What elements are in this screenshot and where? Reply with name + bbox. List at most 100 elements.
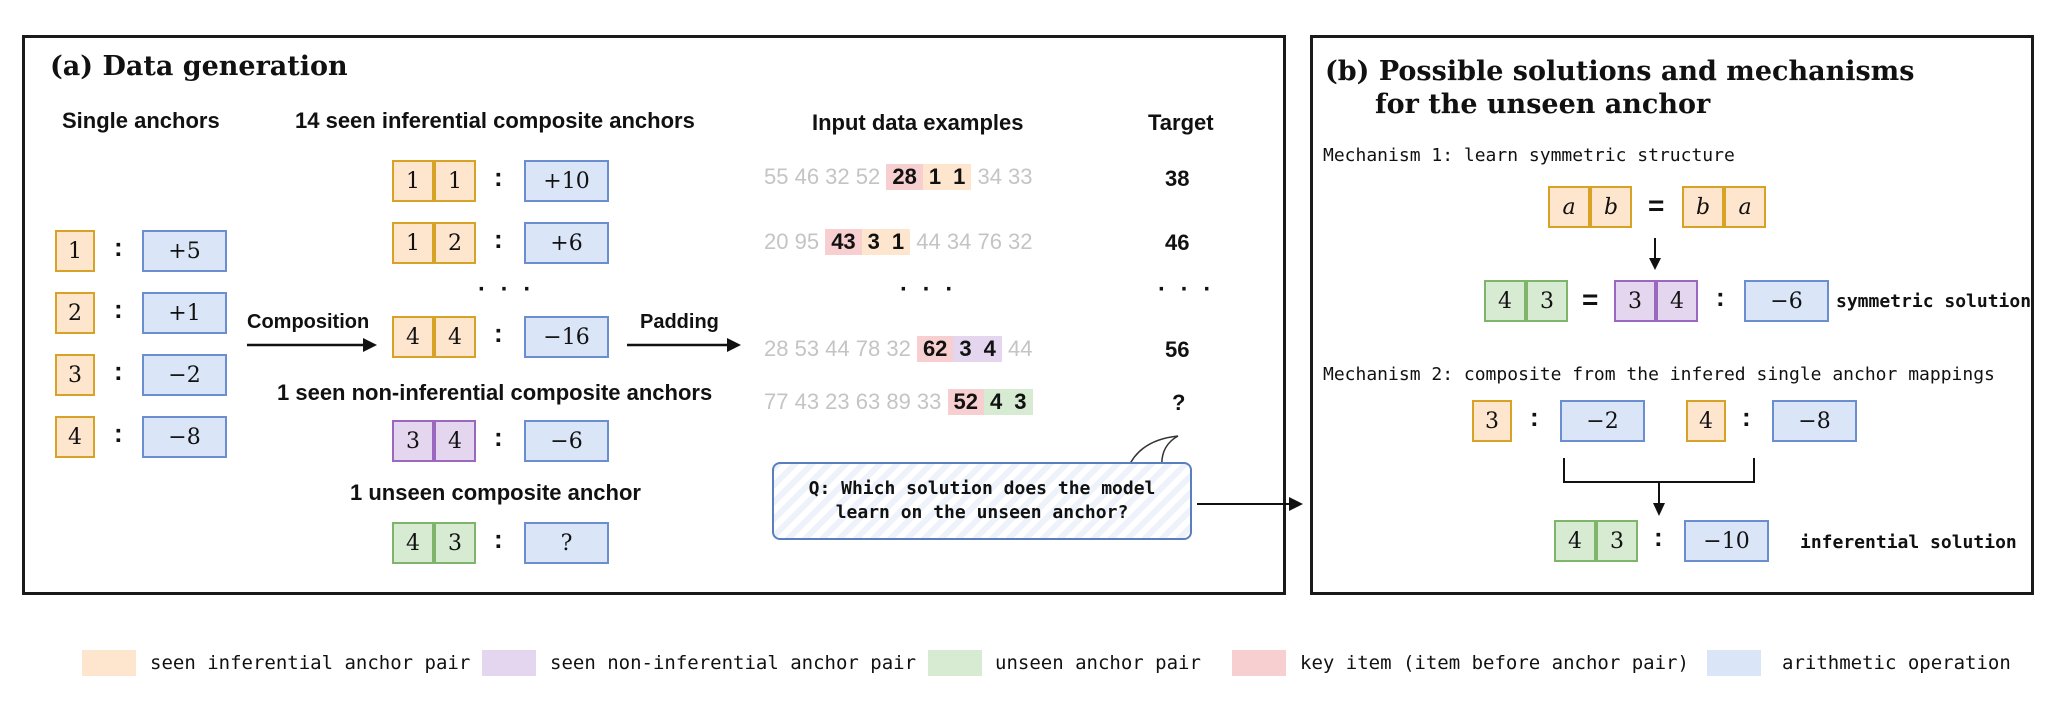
single-anchor-op: −8 (1772, 400, 1857, 442)
anchor-item: 4 (977, 336, 1002, 362)
anchor-op: +6 (524, 222, 609, 264)
legend-label: seen non-inferential anchor pair (550, 652, 917, 674)
panel-b-title-line1: (b) Possible solutions and mechanisms (1325, 56, 1915, 87)
mechanism-1-arrow (1649, 238, 1661, 270)
anchor-pair-second: 4 (434, 420, 476, 462)
anchor-pair-first: 3 (1614, 280, 1656, 322)
single-anchor-key: 4 (55, 416, 95, 458)
mechanism-2-bracket-arrow (1563, 458, 1755, 516)
anchor-item: 1 (947, 164, 972, 190)
padding-label: Padding (640, 311, 719, 333)
colon: : (114, 418, 123, 448)
anchor-pair-second: 3 (434, 522, 476, 564)
single-anchor-key: 4 (1686, 400, 1726, 442)
single-anchor-op: −2 (1560, 400, 1645, 442)
single-anchor-op: +5 (142, 230, 227, 272)
non-inferential-label: 1 seen non-inferential composite anchors (277, 380, 713, 405)
anchor-pair-first: 1 (392, 222, 434, 264)
symbol-b: b (1682, 186, 1724, 228)
anchor-pair-second: 4 (434, 316, 476, 358)
example-sequence: 55 46 32 52 28 1 1 34 33 (764, 164, 1033, 190)
anchor-op: −10 (1684, 520, 1769, 562)
padding-items: 44 34 76 32 (916, 229, 1033, 254)
padding-items: 20 95 (764, 229, 820, 254)
target-value: ? (1172, 390, 1186, 415)
key-item: 62 (916, 336, 954, 362)
colon: : (1530, 402, 1539, 432)
anchor-pair-second: 3 (1526, 280, 1568, 322)
legend-label: arithmetic operation (1782, 652, 2011, 674)
panel-b-title-line2: for the unseen anchor (1375, 89, 1711, 120)
example-sequence: 20 95 43 3 1 44 34 76 32 (764, 229, 1033, 255)
key-item: 43 (825, 229, 862, 255)
legend-swatch-unseen (928, 650, 982, 676)
symmetric-solution-label: symmetric solution (1836, 291, 2032, 312)
question-to-panel-b-arrow (1197, 497, 1303, 511)
symbol-a: a (1724, 186, 1766, 228)
legend-swatch-inferential (82, 650, 136, 676)
example-sequence: 28 53 44 78 32 62 3 4 44 (764, 336, 1033, 362)
speech-bubble-tail (1127, 435, 1179, 469)
legend-label: key item (item before anchor pair) (1300, 652, 1689, 674)
header-target: Target (1148, 110, 1214, 135)
anchor-pair-first: 3 (392, 420, 434, 462)
unseen-label: 1 unseen composite anchor (350, 480, 641, 505)
legend-label: seen inferential anchor pair (150, 652, 471, 674)
anchor-pair-first: 4 (392, 522, 434, 564)
symbol-a: a (1548, 186, 1590, 228)
single-anchor-key: 2 (55, 292, 95, 334)
anchor-item: 1 (922, 164, 948, 190)
padding-items: 55 46 32 52 (764, 164, 881, 189)
target-value: 38 (1165, 166, 1190, 191)
header-input-examples: Input data examples (812, 110, 1024, 135)
header-single-anchors: Single anchors (62, 108, 220, 133)
padding-items: 34 33 (977, 164, 1033, 189)
anchor-pair-second: 4 (1656, 280, 1698, 322)
anchor-pair-first: 4 (1484, 280, 1526, 322)
symbol-b: b (1590, 186, 1632, 228)
single-anchor-op: −2 (142, 354, 227, 396)
single-anchor-op: +1 (142, 292, 227, 334)
key-item: 52 (947, 389, 984, 415)
equals-sign: = (1648, 190, 1665, 221)
padding-items: 28 53 44 78 32 (764, 336, 911, 361)
anchor-pair-first: 4 (1554, 520, 1596, 562)
panel-possible-solutions (1310, 35, 2034, 595)
legend-label: unseen anchor pair (995, 652, 1201, 674)
panel-a-title: (a) Data generation (50, 51, 348, 82)
anchor-op: −6 (1744, 280, 1829, 322)
padding-arrow (627, 338, 741, 352)
anchor-item: 4 (984, 389, 1009, 415)
colon: : (494, 524, 503, 554)
anchor-pair-second: 2 (434, 222, 476, 264)
anchor-pair-second: 1 (434, 160, 476, 202)
single-anchor-key: 1 (55, 230, 95, 272)
anchor-item: 3 (1008, 389, 1033, 415)
target-value: 56 (1165, 337, 1190, 362)
legend-swatch-non-inferential (482, 650, 536, 676)
mechanism-2-label: Mechanism 2: composite from the infered … (1323, 364, 1995, 385)
anchor-op: −16 (524, 316, 609, 358)
padding-items: 44 (1008, 336, 1033, 361)
composition-label: Composition (247, 311, 370, 333)
composition-arrow (247, 338, 377, 352)
single-anchor-op: −8 (142, 416, 227, 458)
target-value: 46 (1165, 230, 1190, 255)
key-item: 28 (886, 164, 923, 190)
colon: : (494, 162, 503, 192)
anchor-op: +10 (524, 160, 609, 202)
single-anchor-key: 3 (1472, 400, 1512, 442)
anchor-item: 1 (885, 229, 911, 255)
colon: : (114, 232, 123, 262)
colon: : (114, 356, 123, 386)
question-bubble: Q: Which solution does the model learn o… (772, 462, 1192, 540)
single-anchor-key: 3 (55, 354, 95, 396)
ellipsis: · · · (478, 276, 536, 303)
colon: : (494, 318, 503, 348)
anchor-item: 3 (861, 229, 886, 255)
header-inferential-anchors: 14 seen inferential composite anchors (295, 108, 695, 133)
anchor-item: 3 (953, 336, 978, 362)
legend-swatch-arithmetic (1707, 650, 1761, 676)
colon: : (494, 224, 503, 254)
equals-sign: = (1582, 284, 1599, 315)
